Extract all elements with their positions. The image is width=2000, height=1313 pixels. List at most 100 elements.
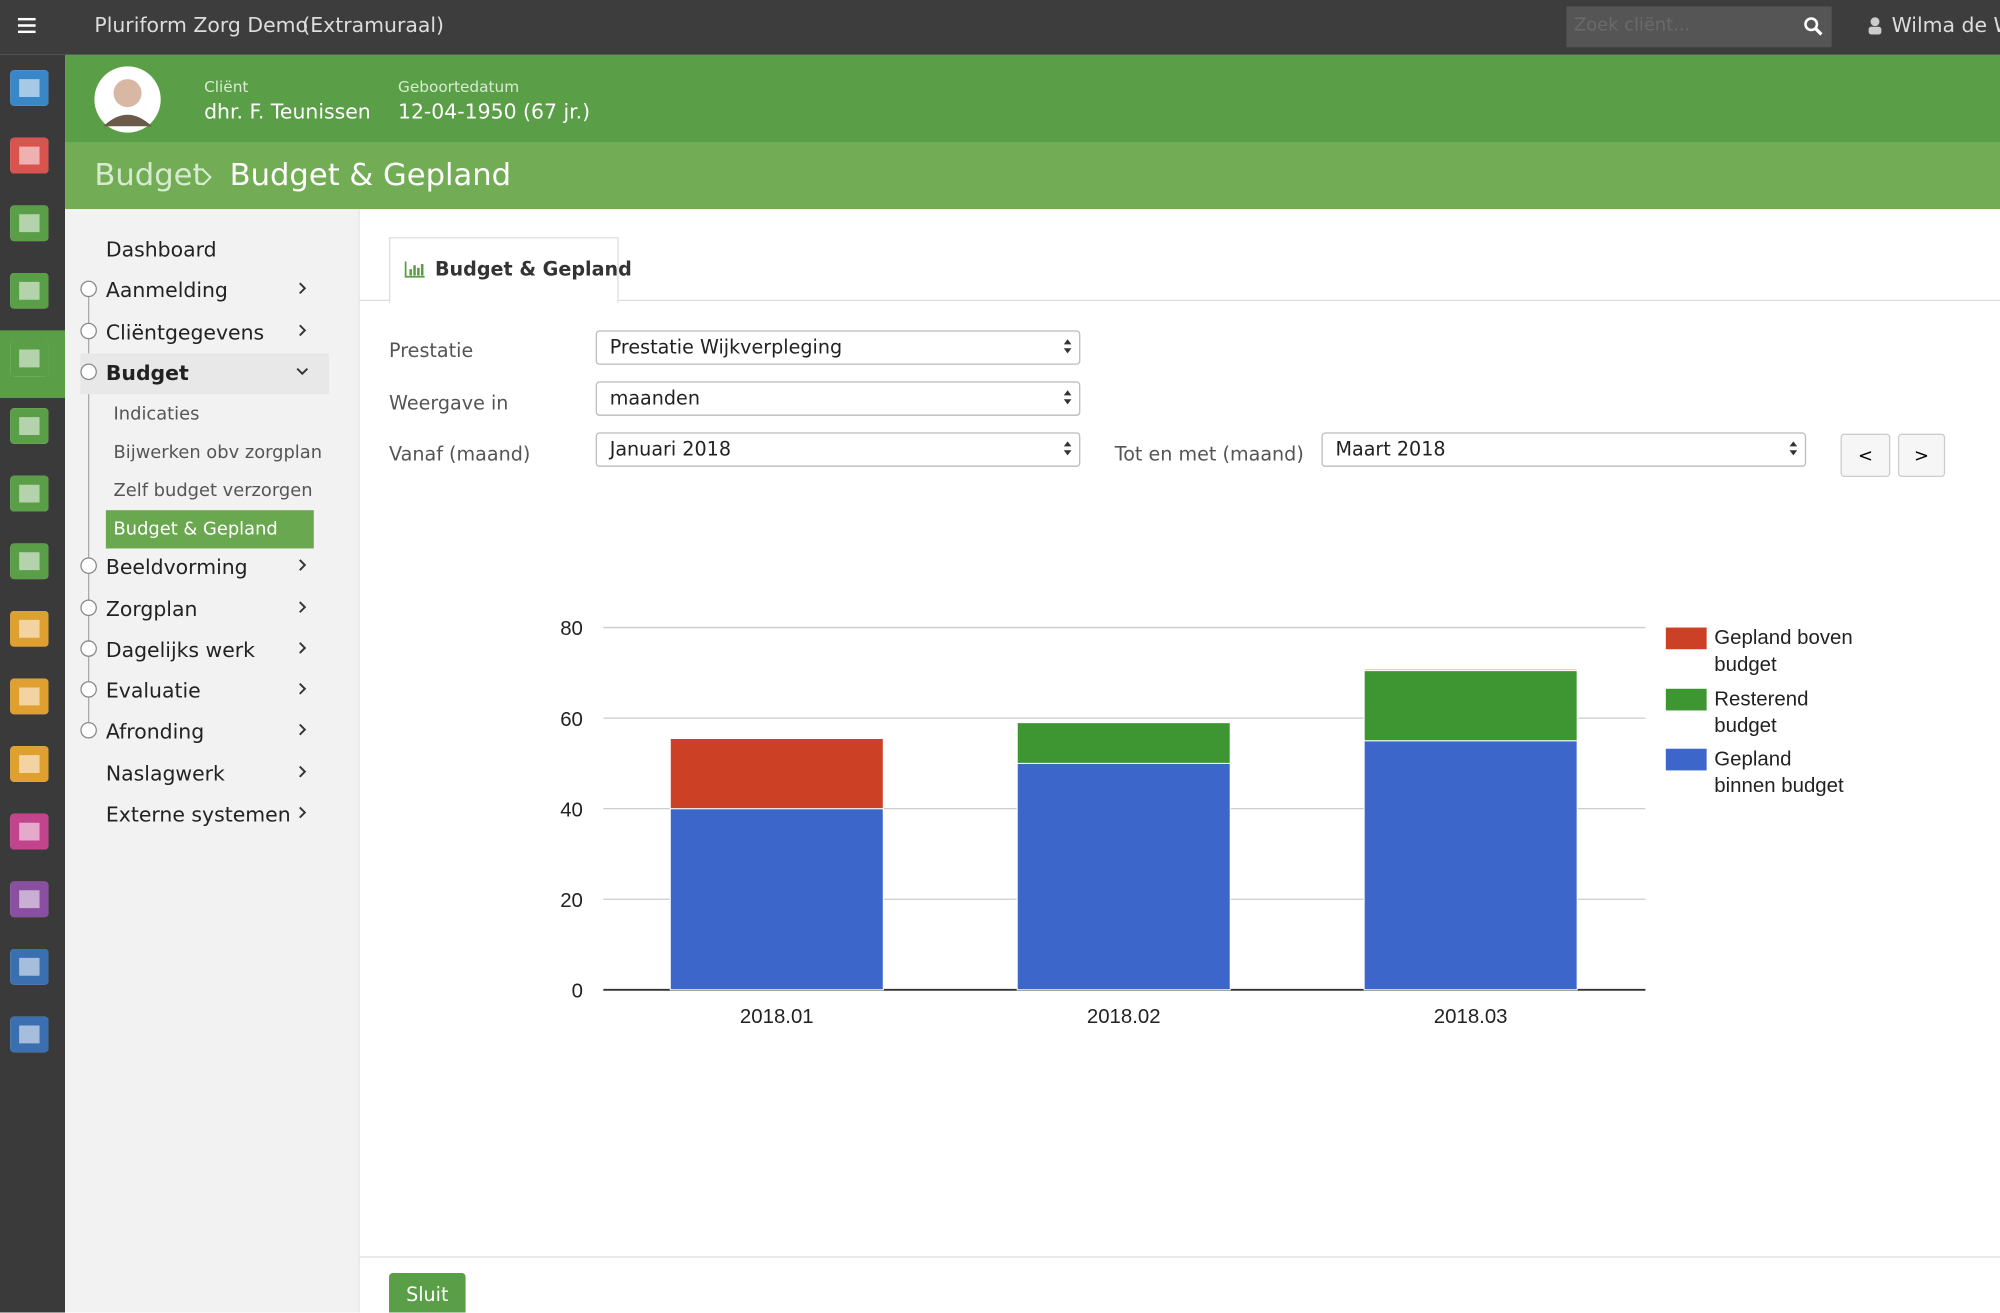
- menu-item[interactable]: Dashboard: [105, 237, 217, 262]
- brand: Pluriform Zorg Demo: [94, 12, 309, 37]
- sidebar: Dashboard Aanmelding Cliëntgegevens Budget I…: [65, 209, 359, 1313]
- bar-segment: [1016, 762, 1231, 991]
- tab-icon: [404, 261, 425, 278]
- menu-item[interactable]: Aanmelding: [105, 278, 228, 303]
- menu-item[interactable]: Externe systemen: [105, 802, 291, 827]
- prev-button[interactable]: <: [1840, 433, 1891, 478]
- legend-label: Gepland boven budget: [1714, 627, 1853, 677]
- menu-item[interactable]: Naslagwerk: [105, 761, 225, 786]
- menu-item[interactable]: Zorgplan: [105, 596, 198, 621]
- menu-item[interactable]: Afronding: [105, 719, 205, 745]
- user-name[interactable]: Wilma de Wij: [1891, 12, 2000, 37]
- top-bar: Pluriform Zorg Demo (Extramuraal) Zoek c…: [0, 0, 2000, 55]
- menu-item[interactable]: Dagelijks werk: [105, 637, 256, 662]
- search-box[interactable]: Zoek cliënt...: [1566, 6, 1832, 48]
- menu-item[interactable]: Beeldvorming: [105, 555, 248, 580]
- bar-segment: [1016, 722, 1231, 764]
- tab-line: [359, 299, 2000, 302]
- chevron: [299, 724, 307, 736]
- chevron: [299, 641, 307, 654]
- tree-node: [80, 681, 97, 698]
- legend-swatch: [1665, 748, 1707, 771]
- y-tick-label: 20: [560, 890, 583, 912]
- rail-icon[interactable]: [10, 881, 49, 918]
- rail-icon[interactable]: [10, 813, 49, 850]
- menu-subitem[interactable]: Indicaties: [113, 404, 200, 425]
- rail-icon[interactable]: [10, 408, 49, 444]
- client-header: Cliënt dhr. F. Teunissen Geboortedatum 1…: [65, 54, 2000, 143]
- chevron-path: [299, 641, 307, 654]
- tree-node: [80, 598, 97, 616]
- legend-label: Resterend budget: [1714, 688, 1809, 738]
- x-tick-label: 2018.02: [1087, 1006, 1161, 1028]
- search-icon[interactable]: [1804, 17, 1824, 37]
- menu-item[interactable]: Evaluatie: [105, 678, 201, 703]
- field-label: Prestatie: [389, 339, 474, 363]
- breadcrumb-bar: Budget Budget & Gepland: [65, 142, 2000, 210]
- menu-subitem[interactable]: Bijwerken obv zorgplan: [113, 442, 323, 464]
- rail-icon[interactable]: [10, 1016, 49, 1053]
- tree-line: [88, 293, 90, 735]
- select[interactable]: maanden: [595, 381, 1081, 416]
- tree-node: [80, 557, 97, 575]
- chevron: [299, 600, 307, 613]
- chevron: [299, 806, 307, 819]
- search-placeholder: Zoek cliënt...: [1573, 15, 1691, 36]
- tree-node: [80, 280, 97, 298]
- rail-icon[interactable]: [10, 610, 49, 647]
- tab[interactable]: Budget & Gepland: [389, 237, 632, 304]
- client-photo: [94, 66, 161, 133]
- chevron: [296, 367, 309, 375]
- chevron: [299, 282, 307, 295]
- chevron-path: [299, 724, 307, 736]
- select[interactable]: Prestatie Wijkverpleging: [595, 330, 1081, 365]
- chevron-path: [299, 683, 307, 695]
- user-icon: [1868, 17, 1882, 35]
- chevron: [299, 683, 307, 695]
- rail-icon[interactable]: [10, 272, 49, 309]
- chevron: [299, 765, 307, 778]
- chevron-path: [299, 282, 307, 295]
- menu-item[interactable]: Cliëntgegevens: [105, 319, 265, 344]
- client-label: Cliënt: [204, 77, 249, 96]
- next-button[interactable]: >: [1897, 433, 1946, 478]
- rail-icon[interactable]: [10, 137, 49, 174]
- menu-subitem[interactable]: Zelf budget verzorgen: [113, 481, 313, 502]
- rail-icon[interactable]: [10, 70, 49, 106]
- rail-icon[interactable]: [10, 746, 49, 782]
- bar-segment: [1363, 670, 1578, 742]
- menu-subitem[interactable]: Budget & Gepland: [113, 519, 278, 540]
- y-tick-label: 60: [560, 709, 583, 731]
- rail-icon[interactable]: [10, 340, 49, 377]
- select[interactable]: Maart 2018: [1321, 432, 1807, 467]
- client-name: dhr. F. Teunissen: [204, 99, 371, 124]
- chevron-path: [299, 806, 307, 819]
- rail-icon[interactable]: [10, 948, 49, 985]
- legend-swatch: [1665, 688, 1707, 711]
- rail-icon[interactable]: [10, 205, 49, 242]
- select[interactable]: Januari 2018: [595, 432, 1081, 467]
- legend-label: Gepland binnen budget: [1714, 748, 1844, 798]
- chevron-path: [296, 367, 309, 375]
- rail-icon[interactable]: [10, 678, 49, 715]
- menu-icon[interactable]: [17, 17, 36, 34]
- breadcrumb-item[interactable]: Budget: [94, 156, 205, 193]
- dob: 12-04-1950 (67 jr.): [397, 99, 591, 124]
- tree-node: [80, 722, 97, 740]
- chevron-path: [299, 600, 307, 613]
- rail-icon[interactable]: [10, 543, 49, 580]
- chevron: [299, 559, 307, 572]
- x-tick-label: 2018.01: [740, 1006, 814, 1028]
- y-tick-label: 40: [560, 799, 583, 821]
- legend-swatch: [1665, 627, 1707, 650]
- close-button[interactable]: Sluit: [389, 1272, 466, 1313]
- y-tick-label: 0: [572, 980, 583, 1002]
- field-label: Tot en met (maand): [1114, 442, 1304, 466]
- menu-item[interactable]: Budget: [105, 360, 189, 386]
- rail-icon[interactable]: [10, 475, 49, 512]
- icon-rail: [0, 54, 66, 1313]
- footer-line: [359, 1256, 2000, 1258]
- chevron: [299, 324, 307, 336]
- chevron-path: [299, 559, 307, 572]
